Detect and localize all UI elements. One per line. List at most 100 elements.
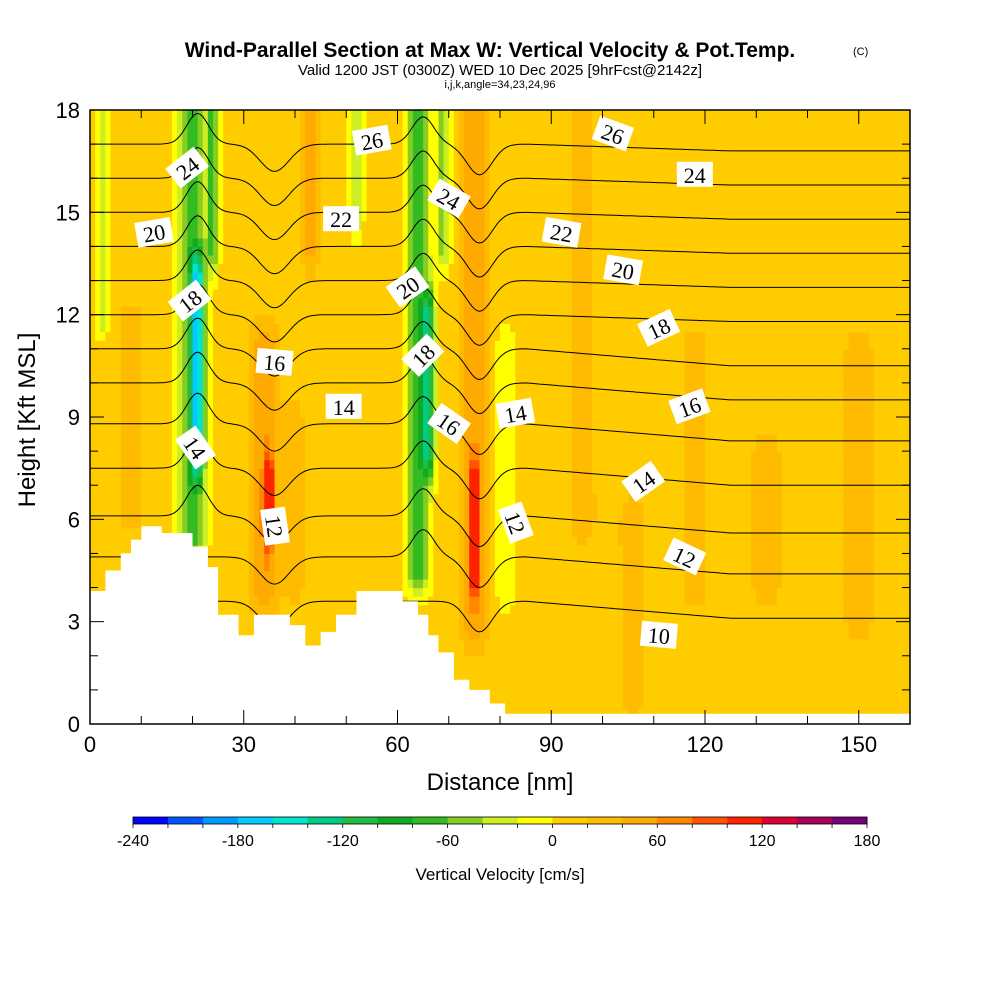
w-cell — [407, 561, 414, 572]
w-cell — [218, 434, 224, 444]
w-cell — [141, 408, 147, 418]
w-cell — [274, 323, 281, 333]
w-cell — [315, 621, 322, 631]
w-cell — [90, 357, 96, 367]
w-cell — [172, 152, 178, 162]
w-cell — [161, 272, 168, 282]
w-cell — [438, 365, 445, 375]
w-cell — [90, 161, 96, 171]
w-cell — [125, 195, 132, 205]
w-cell — [254, 442, 260, 452]
w-cell — [289, 399, 296, 410]
w-cell — [192, 502, 199, 512]
w-cell — [295, 417, 301, 427]
w-cell — [274, 297, 281, 307]
w-cell — [438, 544, 445, 555]
w-cell — [95, 135, 101, 145]
w-cell — [100, 212, 106, 222]
w-cell — [172, 527, 178, 537]
w-cell — [423, 399, 429, 410]
w-cell — [243, 340, 250, 350]
w-cell — [243, 527, 250, 537]
w-cell — [412, 135, 419, 145]
w-cell — [418, 493, 424, 503]
w-cell — [105, 186, 112, 196]
w-cell — [346, 135, 352, 145]
w-cell — [172, 280, 178, 290]
w-cell — [284, 468, 291, 478]
w-cell — [351, 195, 358, 205]
w-cell — [320, 451, 327, 461]
w-cell — [223, 527, 229, 537]
w-cell — [120, 527, 127, 537]
w-cell — [336, 237, 342, 248]
w-cell — [330, 596, 337, 606]
w-cell — [438, 289, 445, 299]
w-cell — [392, 186, 399, 196]
w-cell — [182, 476, 188, 486]
w-cell — [177, 220, 183, 230]
w-cell — [402, 502, 409, 512]
w-cell — [341, 570, 347, 580]
w-cell — [377, 323, 383, 333]
w-cell — [330, 135, 337, 145]
w-cell — [136, 493, 142, 503]
w-cell — [161, 254, 168, 265]
w-cell — [197, 254, 204, 265]
w-cell — [243, 161, 250, 171]
w-cell — [95, 536, 101, 546]
w-cell — [172, 476, 178, 486]
w-cell — [279, 544, 286, 555]
w-cell — [412, 203, 419, 213]
w-cell — [213, 348, 219, 358]
w-cell — [202, 237, 209, 248]
w-cell — [336, 229, 342, 239]
w-cell — [320, 621, 327, 631]
w-cell — [110, 527, 117, 537]
w-cell — [264, 246, 270, 256]
w-cell — [100, 340, 106, 350]
w-cell — [428, 553, 434, 563]
w-cell — [361, 161, 368, 171]
w-cell — [289, 613, 296, 623]
w-cell — [207, 459, 214, 469]
w-cell — [274, 485, 281, 495]
w-cell — [418, 212, 424, 222]
w-cell — [120, 399, 127, 410]
w-cell — [336, 178, 342, 188]
w-cell — [423, 502, 429, 512]
w-cell — [279, 195, 286, 205]
w-cell — [156, 399, 163, 410]
w-cell — [197, 374, 204, 384]
w-cell — [100, 374, 106, 384]
w-cell — [371, 118, 378, 128]
w-cell — [269, 203, 276, 213]
w-cell — [402, 468, 409, 478]
w-cell — [423, 391, 429, 401]
w-cell — [90, 246, 96, 256]
w-cell — [120, 254, 127, 265]
w-cell — [428, 135, 434, 145]
w-cell — [392, 110, 399, 120]
w-cell — [433, 596, 440, 606]
w-cell — [218, 553, 224, 563]
w-cell — [315, 587, 322, 597]
w-cell — [218, 127, 224, 137]
w-cell — [423, 587, 429, 597]
w-cell — [289, 135, 296, 145]
w-cell — [356, 434, 363, 444]
w-cell — [428, 536, 434, 546]
w-cell — [402, 579, 409, 589]
w-cell — [202, 127, 209, 137]
w-cell — [418, 118, 424, 128]
w-cell — [120, 118, 127, 128]
w-cell — [361, 459, 368, 469]
w-cell — [428, 408, 434, 418]
w-cell — [115, 169, 122, 179]
w-cell — [254, 297, 260, 307]
w-cell — [377, 391, 383, 401]
w-cell — [100, 365, 106, 375]
w-cell — [341, 127, 347, 137]
w-cell — [433, 493, 440, 503]
w-cell — [136, 152, 142, 162]
